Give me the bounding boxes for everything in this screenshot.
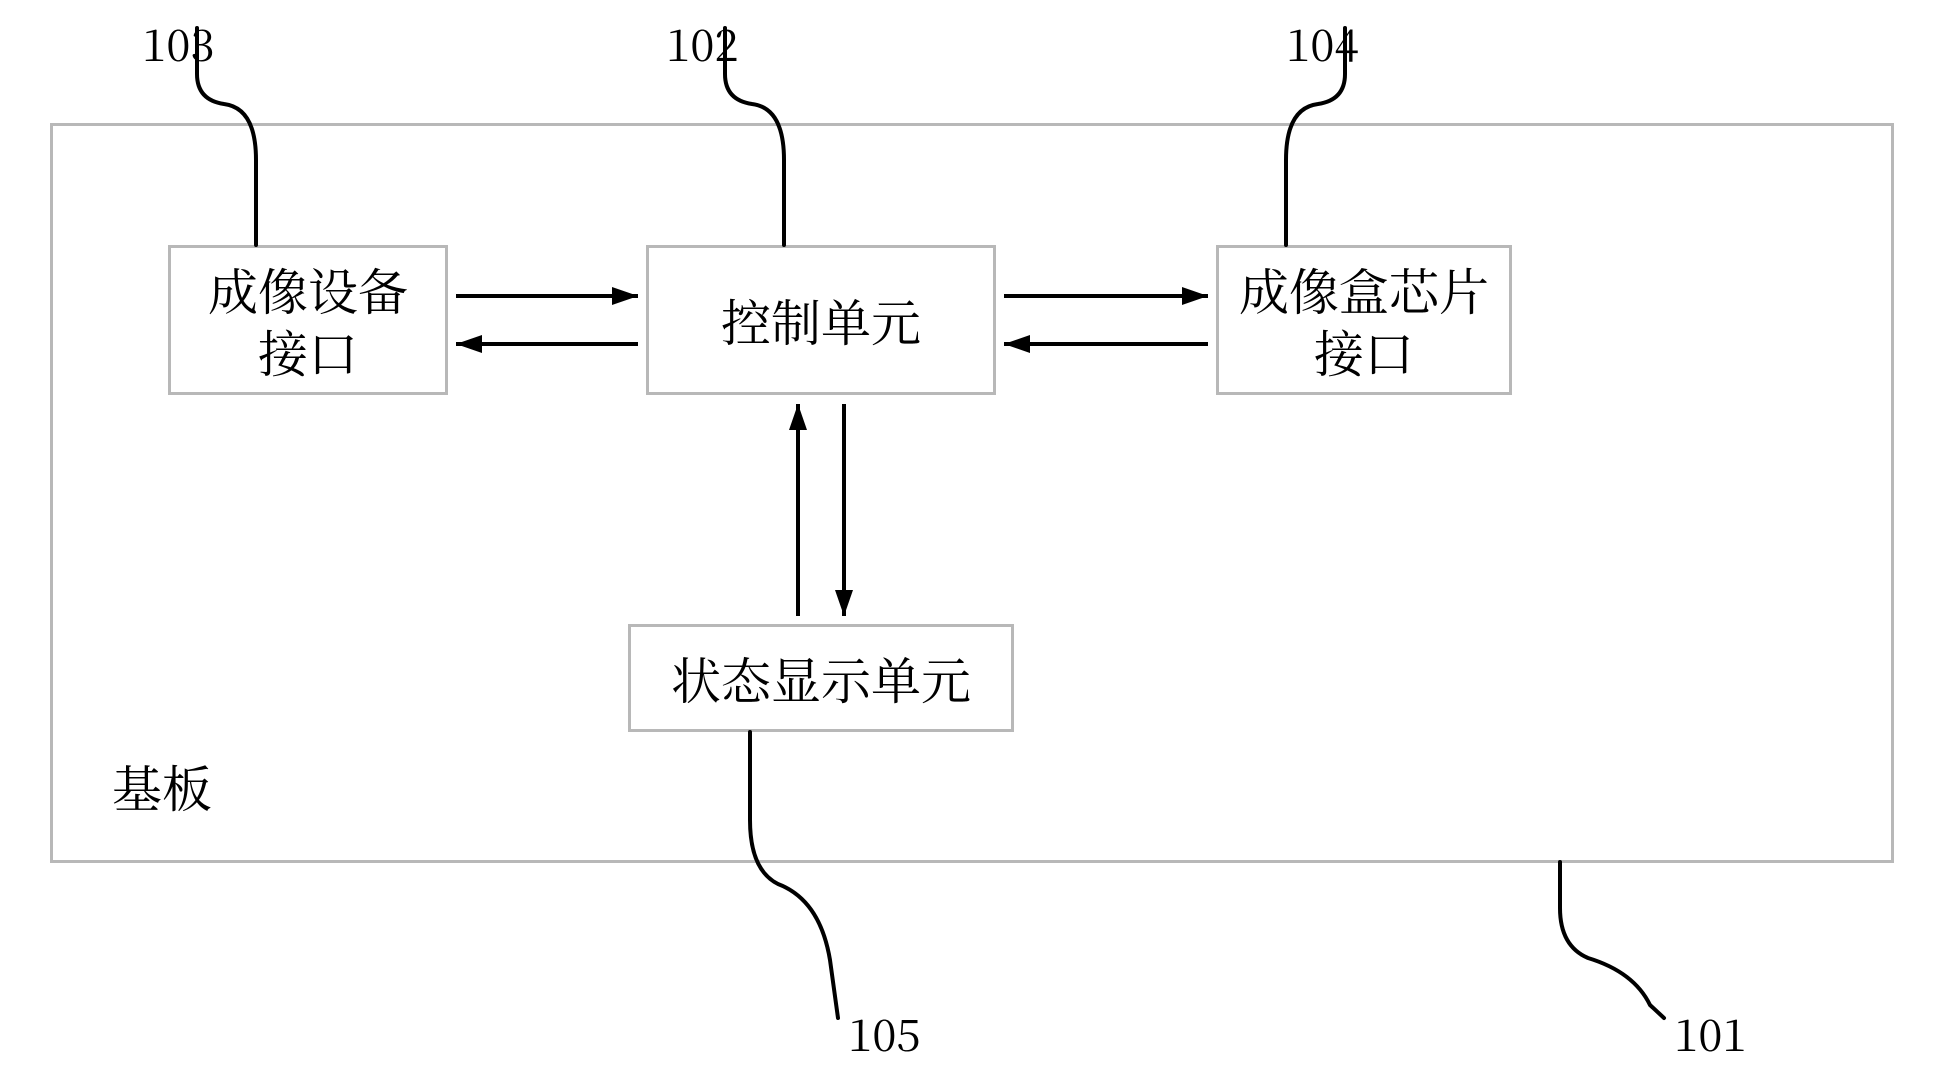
node-status-display-unit: 状态显示单元 — [628, 624, 1014, 732]
node-imaging-box-chip-interface: 成像盒芯片 接口 — [1216, 245, 1512, 395]
node-label: 状态显示单元 — [671, 647, 971, 710]
node-control-unit: 控制单元 — [646, 245, 996, 395]
ref-label-103: 103 — [142, 10, 215, 74]
node-label: 成像盒芯片 接口 — [1239, 258, 1489, 383]
node-label: 控制单元 — [721, 289, 921, 352]
ref-label-102: 102 — [666, 10, 739, 74]
ref-label-101: 101 — [1674, 1000, 1747, 1064]
substrate-label: 基板 — [112, 750, 212, 822]
diagram-canvas: 成像设备 接口 控制单元 成像盒芯片 接口 状态显示单元 基板 103 102 … — [0, 0, 1933, 1079]
substrate-box — [50, 123, 1894, 863]
ref-label-104: 104 — [1286, 10, 1359, 74]
ref-label-105: 105 — [848, 1000, 921, 1064]
node-imaging-device-interface: 成像设备 接口 — [168, 245, 448, 395]
node-label: 成像设备 接口 — [208, 258, 408, 383]
